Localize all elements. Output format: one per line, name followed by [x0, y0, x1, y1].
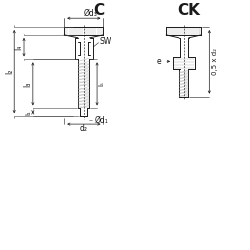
- Text: CK: CK: [177, 3, 200, 18]
- Text: 0,5 x d₂: 0,5 x d₂: [212, 48, 218, 75]
- Text: Ød₁: Ød₁: [94, 116, 108, 125]
- Text: e: e: [157, 57, 162, 66]
- Text: C: C: [93, 3, 104, 18]
- Text: Ød₃: Ød₃: [84, 9, 98, 18]
- Text: SW: SW: [99, 37, 112, 46]
- Text: d₂: d₂: [80, 124, 88, 134]
- Text: l₂: l₂: [5, 69, 14, 74]
- Text: l₃: l₃: [24, 81, 32, 86]
- Text: l₄: l₄: [14, 44, 24, 50]
- Text: l₁: l₁: [25, 110, 31, 115]
- Text: l₅: l₅: [98, 82, 104, 86]
